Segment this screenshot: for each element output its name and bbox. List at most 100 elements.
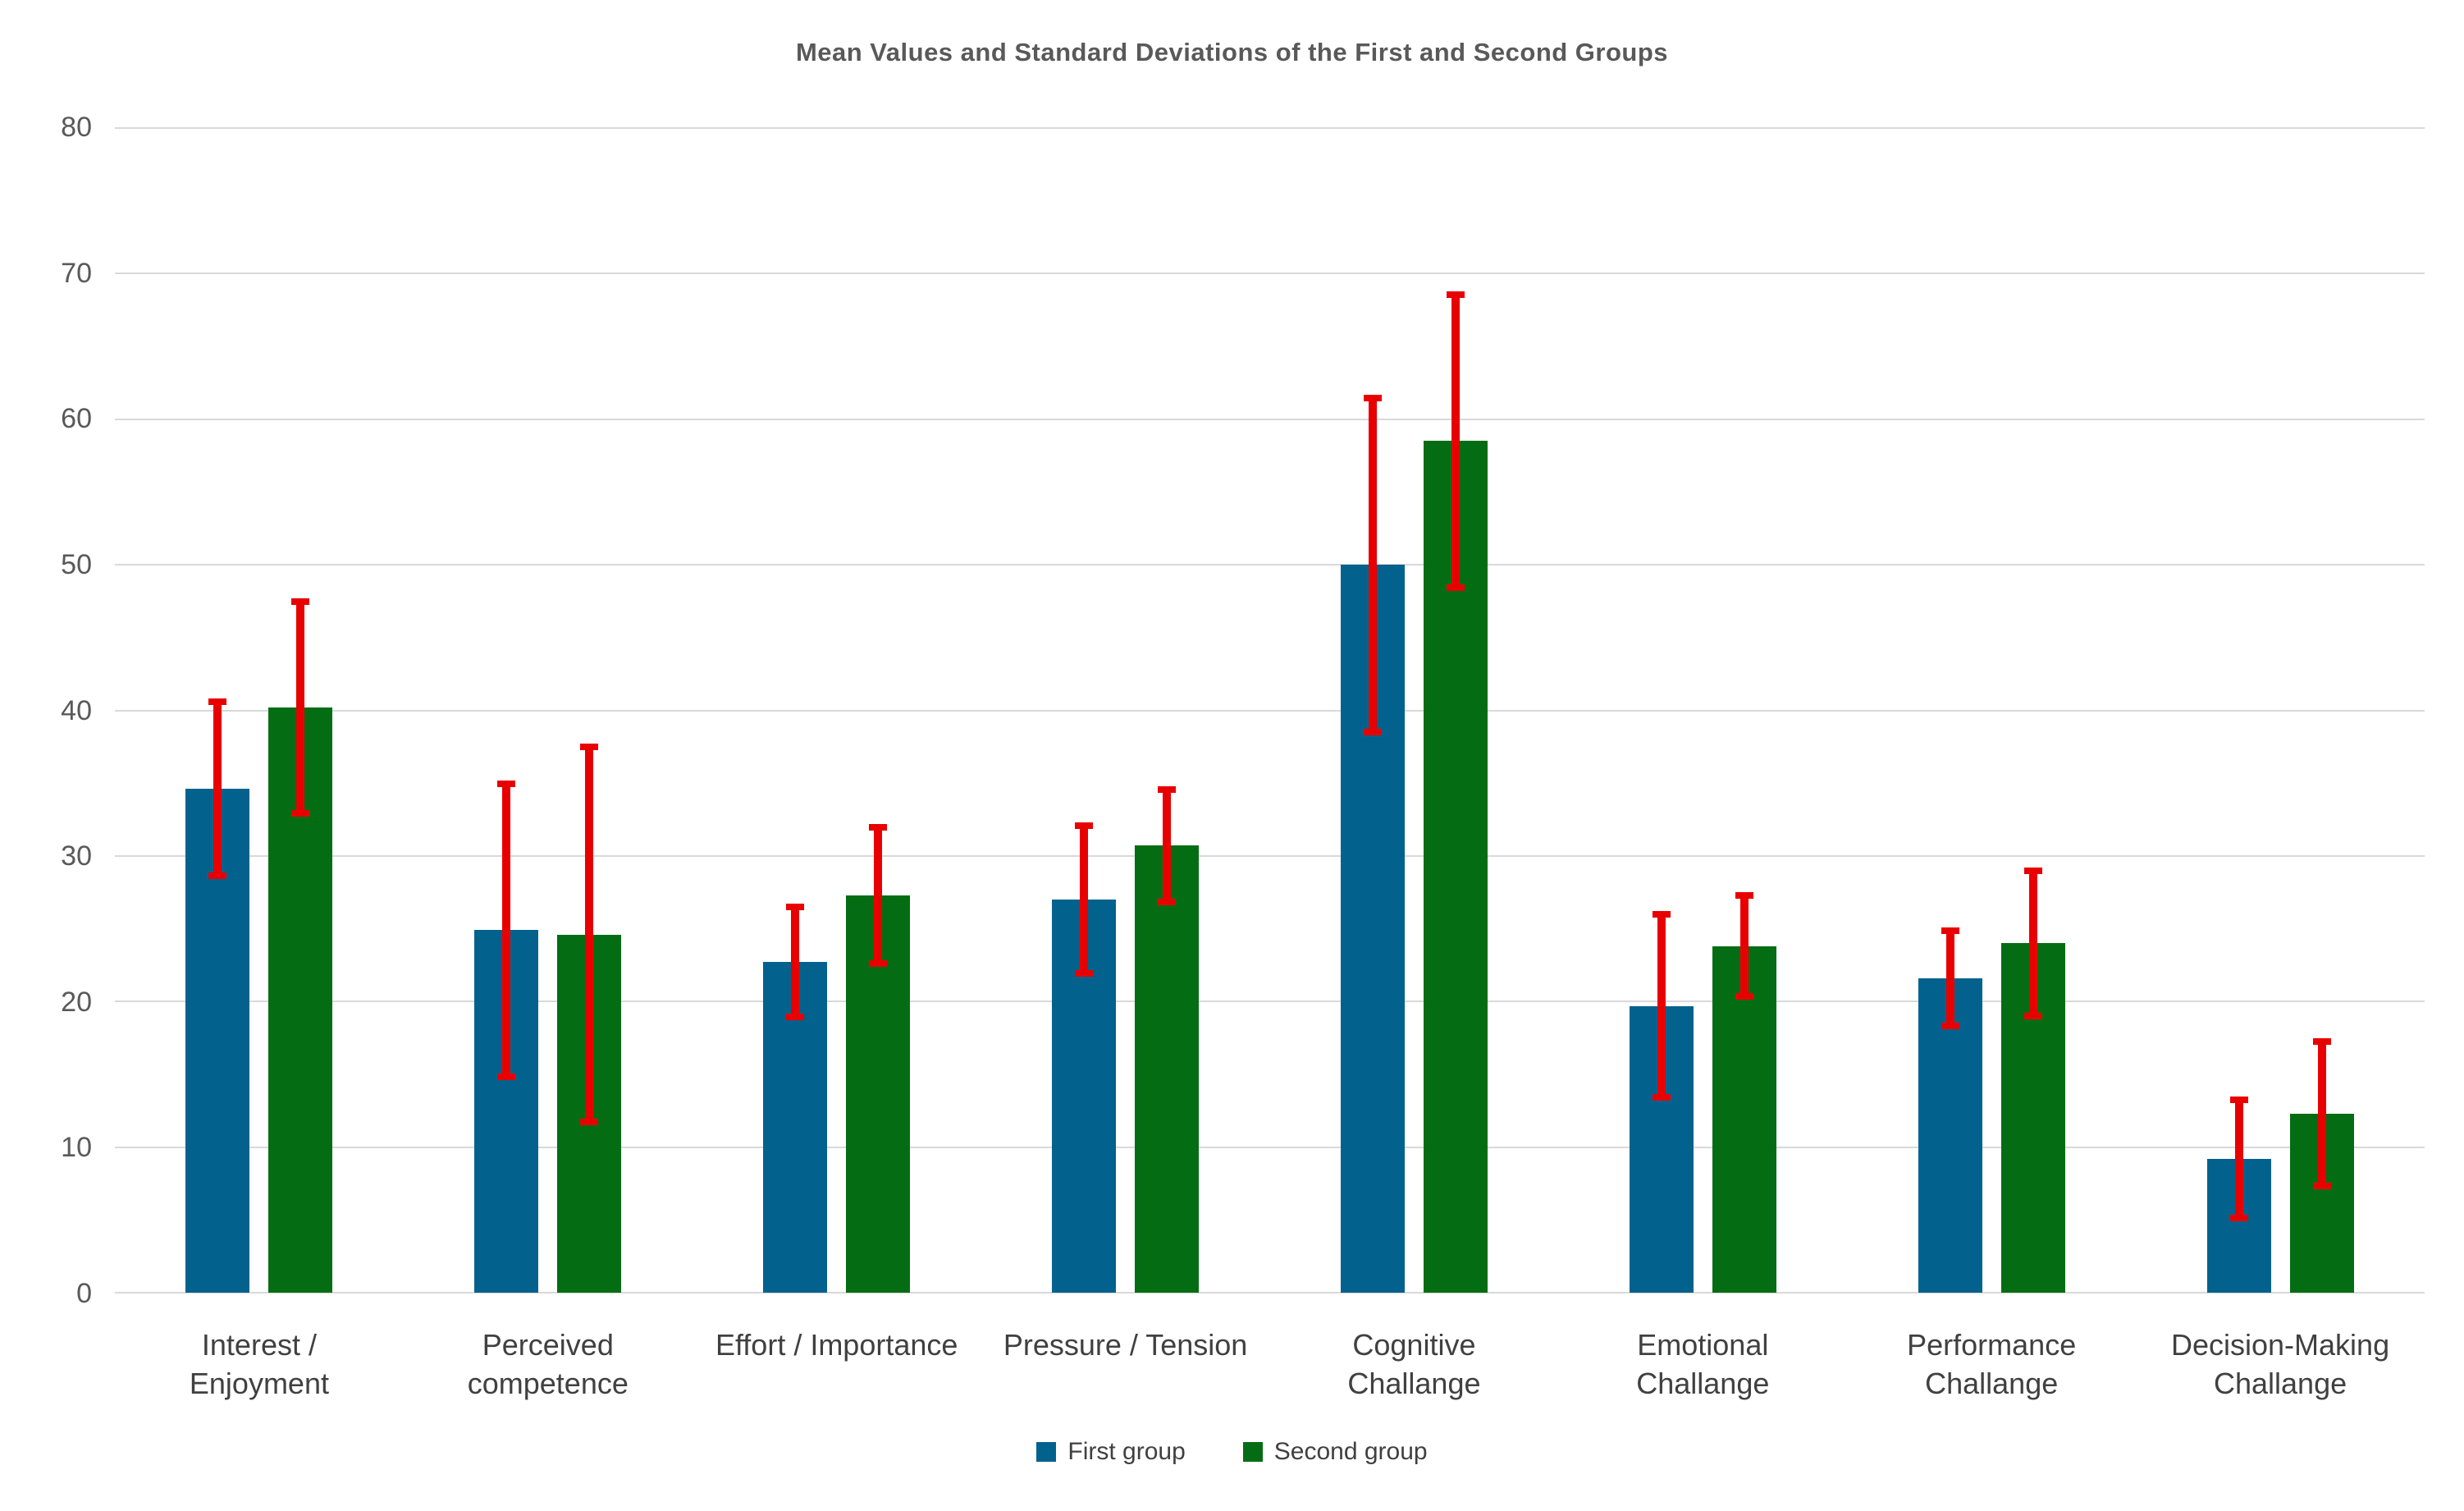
legend-swatch-icon (1036, 1442, 1057, 1462)
error-bar-first-group (497, 780, 516, 1081)
error-bar-line (1657, 911, 1666, 1101)
bar-group-2-series-1 (846, 128, 911, 1293)
bar-group-5-series-1 (1712, 128, 1776, 1293)
legend-item-first-group: First group (1036, 1438, 1186, 1466)
error-bar-line (585, 744, 594, 1126)
error-bar-line (1739, 892, 1749, 1000)
error-bar-cap-top (208, 698, 227, 706)
gridline-70: 70 (61, 259, 2425, 287)
x-axis-labels: Interest / Enjoyment Perceived competence Ef… (115, 1326, 2425, 1403)
error-bar-cap-bottom (291, 809, 310, 817)
bar-second-group (1135, 845, 1200, 1293)
error-bar-line (1368, 394, 1377, 735)
error-bar-cap-bottom (1075, 970, 1094, 978)
y-tick-label-40: 40 (61, 694, 92, 726)
y-tick-label-30: 30 (61, 840, 92, 872)
bar-first-group (1918, 978, 1982, 1293)
error-bar-second-group (2312, 1037, 2331, 1190)
bars-layer (115, 128, 2425, 1293)
error-bar-line (1080, 822, 1089, 978)
x-axis-label-0: Interest / Enjoyment (115, 1326, 404, 1403)
x-axis-label-line: Effort / Importance (715, 1328, 958, 1362)
error-bar-cap-bottom (786, 1014, 805, 1021)
y-tick-label-0: 0 (76, 1278, 92, 1309)
bar-group-0-series-0 (185, 128, 250, 1293)
error-bar-cap-top (786, 904, 805, 911)
legend-swatch-icon (1242, 1442, 1263, 1462)
x-axis-label-line: competence (467, 1367, 629, 1400)
error-bar-first-group (1652, 911, 1671, 1101)
category-slot-5 (1558, 128, 1847, 1293)
error-bar-cap-bottom (2229, 1215, 2248, 1222)
x-axis-label-2: Effort / Importance (693, 1326, 981, 1403)
bar-group-4-series-1 (1423, 128, 1488, 1293)
x-axis-label-line: Performance (1907, 1328, 2077, 1362)
error-bar-second-group (2023, 868, 2042, 1019)
error-bar-cap-top (291, 598, 310, 605)
x-axis-label-line: Enjoyment (189, 1367, 329, 1400)
error-bar-cap-top (1075, 822, 1094, 830)
error-bar-cap-bottom (1158, 899, 1177, 906)
error-bar-cap-bottom (1941, 1022, 1959, 1029)
error-bar-cap-bottom (1363, 728, 1382, 735)
x-axis-label-line: Interest / (201, 1328, 317, 1362)
y-tick-label-60: 60 (61, 403, 92, 435)
error-bar-cap-bottom (1652, 1093, 1671, 1101)
error-bar-line (1451, 291, 1460, 592)
chart-title: Mean Values and Standard Deviations of t… (795, 38, 1669, 66)
error-bar-second-group (1158, 785, 1177, 906)
category-slot-7 (2136, 128, 2425, 1293)
error-bar-line (2317, 1037, 2326, 1190)
gridline-10: 10 (61, 1133, 2425, 1161)
error-bar-cap-bottom (208, 872, 227, 880)
bar-group-7-series-0 (2206, 128, 2271, 1293)
x-axis-label-line: Pressure / Tension (1003, 1328, 1248, 1362)
gridline-0: 0 (76, 1280, 2425, 1307)
error-bar-line (296, 598, 305, 817)
x-axis-label-line: Emotional (1637, 1328, 1769, 1362)
x-axis-label-line: Challange (1925, 1367, 2059, 1400)
bar-group-1-series-1 (557, 128, 622, 1293)
error-bar-line (874, 823, 883, 967)
legend-label: Second group (1273, 1438, 1428, 1465)
bar-group-0-series-1 (268, 128, 333, 1293)
bar-group-1-series-0 (474, 128, 539, 1293)
error-bar-cap-top (1941, 927, 1959, 934)
error-bar-line (1945, 927, 1954, 1029)
error-bar-first-group (1075, 822, 1094, 978)
error-bar-second-group (1446, 291, 1465, 592)
error-bar-cap-bottom (2312, 1183, 2331, 1190)
error-bar-cap-top (2023, 868, 2042, 875)
error-bar-cap-top (1363, 394, 1382, 401)
error-bar-first-group (1941, 927, 1959, 1029)
gridline-30: 30 (61, 842, 2425, 870)
error-bar-line (2234, 1096, 2243, 1222)
y-tick-label-80: 80 (61, 112, 92, 143)
x-axis-label-line: Perceived (482, 1328, 614, 1362)
x-axis-label-line: Challange (1347, 1367, 1481, 1400)
category-slot-2 (693, 128, 981, 1293)
plot-area: 0 10 20 30 40 50 60 70 80 (61, 113, 2425, 1307)
bar-second-group (1712, 946, 1776, 1293)
error-bar-line (502, 780, 511, 1081)
category-slot-6 (1847, 128, 2136, 1293)
gridline-50: 50 (61, 551, 2425, 579)
legend-item-second-group: Second group (1242, 1438, 1428, 1466)
category-slot-0 (115, 128, 404, 1293)
error-bar-cap-top (869, 823, 888, 831)
x-axis-label-3: Pressure / Tension (981, 1326, 1270, 1403)
x-axis-label-line: Decision-Making (2171, 1328, 2390, 1362)
bar-group-6-series-0 (1918, 128, 1982, 1293)
bar-group-7-series-1 (2289, 128, 2354, 1293)
error-bar-cap-top (1158, 785, 1177, 793)
error-bar-cap-top (497, 780, 516, 787)
error-bar-first-group (2229, 1096, 2248, 1222)
y-tick-label-20: 20 (61, 986, 92, 1018)
gridline-20: 20 (61, 988, 2425, 1016)
error-bar-second-group (291, 598, 310, 817)
x-axis-label-line: Challange (1636, 1367, 1770, 1400)
bar-group-2-series-0 (763, 128, 828, 1293)
error-bar-cap-top (580, 744, 599, 751)
gridline-40: 40 (61, 697, 2425, 725)
